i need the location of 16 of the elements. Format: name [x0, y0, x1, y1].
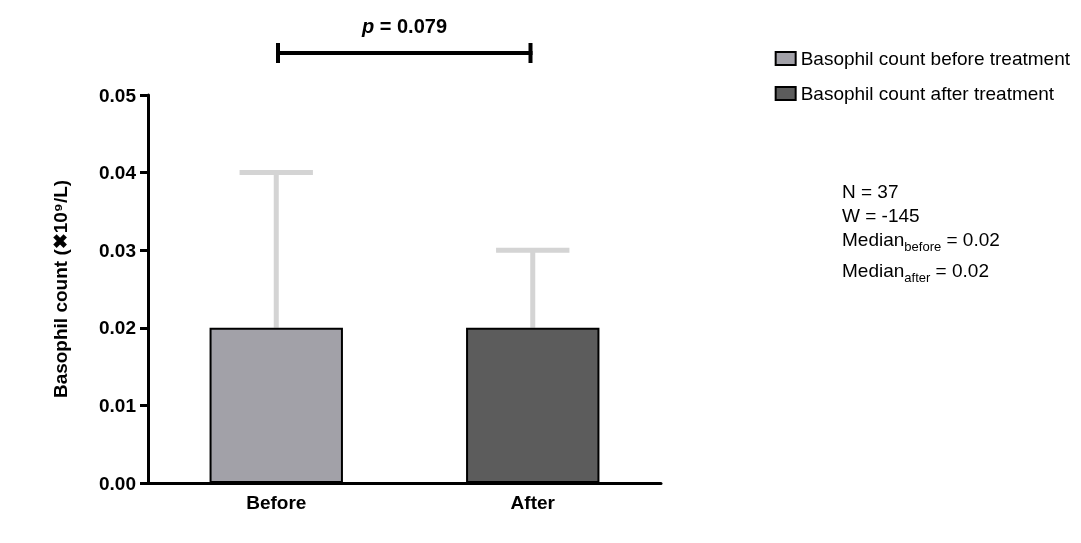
text: p = 0.079 [361, 15, 448, 38]
y-tick-label: 0.00 [99, 472, 136, 494]
y-tick-label: 0.01 [99, 394, 137, 416]
x-tick-label: Before [246, 492, 307, 513]
text: Median$_{after}$ = 0.02 [842, 258, 990, 287]
y-tick-label: 0.03 [99, 239, 136, 261]
y-tick-label: 0.04 [99, 162, 137, 184]
text: Median$_{before}$ = 0.02 [842, 228, 1000, 256]
x-tick-label: After [510, 492, 556, 513]
text: W = -145 [842, 204, 921, 228]
y-tick-label: 0.02 [99, 317, 136, 339]
text: N = 37 [842, 180, 900, 204]
legend-label: Basophil count before treatment [800, 48, 1071, 69]
legend-label: Basophil count after treatment [800, 83, 1055, 104]
y-axis-title: Basophil count (✖10⁹/L) [50, 179, 71, 399]
y-tick-label: 0.05 [99, 84, 137, 106]
